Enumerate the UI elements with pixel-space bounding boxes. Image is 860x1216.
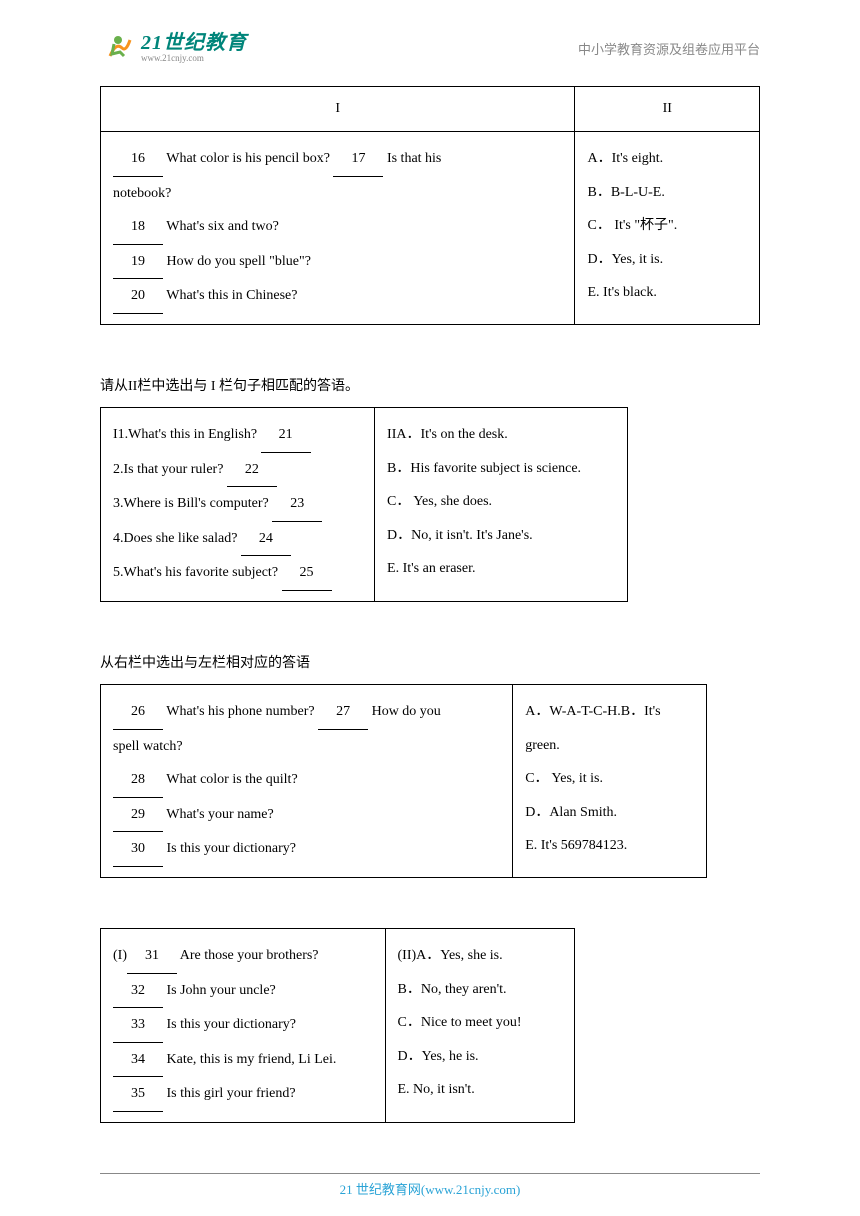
- table1-header-right: II: [575, 87, 760, 132]
- q21-pre: I1.What's this in English?: [113, 427, 261, 442]
- q34-text: Kate, this is my friend, Li Lei.: [163, 1052, 336, 1067]
- exercise-table-1: I II 16 What color is his pencil box? 17…: [100, 86, 760, 325]
- q20-text: What's this in Chinese?: [163, 288, 297, 303]
- table4-answers: (II)A．Yes, she is. B．No, they aren't. C．…: [385, 928, 575, 1122]
- blank-34[interactable]: 34: [113, 1043, 163, 1078]
- table1-header-left: I: [101, 87, 575, 132]
- blank-28[interactable]: 28: [113, 763, 163, 798]
- blank-22[interactable]: 22: [227, 453, 277, 488]
- t2-ans-a: IIA．It's on the desk.: [387, 427, 508, 442]
- q25-pre: 5.What's his favorite subject?: [113, 565, 282, 580]
- table4-questions: (I)31 Are those your brothers? 32 Is Joh…: [101, 928, 386, 1122]
- q23-pre: 3.Where is Bill's computer?: [113, 496, 272, 511]
- page-header: 21世纪教育 www.21cnjy.com 中小学教育资源及组卷应用平台: [0, 0, 860, 76]
- q19-text: How do you spell "blue"?: [163, 254, 311, 269]
- t1-ans-b: B．B-L-U-E.: [587, 185, 664, 200]
- blank-32[interactable]: 32: [113, 974, 163, 1009]
- logo-sub-text: www.21cnjy.com: [141, 54, 247, 64]
- q22-pre: 2.Is that your ruler?: [113, 462, 227, 477]
- blank-23[interactable]: 23: [272, 487, 322, 522]
- footer-divider: [100, 1173, 760, 1174]
- blank-35[interactable]: 35: [113, 1077, 163, 1112]
- t2-ans-c: C． Yes, she does.: [387, 494, 492, 509]
- t2-ans-e: E. It's an eraser.: [387, 561, 475, 576]
- blank-29[interactable]: 29: [113, 798, 163, 833]
- footer-text: 21 世纪教育网(www.21cnjy.com): [0, 1179, 860, 1198]
- exercise-table-3: 26 What's his phone number? 27 How do yo…: [100, 684, 707, 878]
- table1-answers: A．It's eight. B．B-L-U-E. C． It's "杯子". D…: [575, 132, 760, 325]
- t4-ans-d: D．Yes, he is.: [398, 1049, 479, 1064]
- t2-ans-d: D．No, it isn't. It's Jane's.: [387, 528, 533, 543]
- t1-ans-a: A．It's eight.: [587, 151, 663, 166]
- blank-17[interactable]: 17: [333, 142, 383, 177]
- exercise-table-4: (I)31 Are those your brothers? 32 Is Joh…: [100, 928, 575, 1123]
- table3-questions: 26 What's his phone number? 27 How do yo…: [101, 684, 513, 877]
- instruction-2: 请从II栏中选出与 I 栏句子相匹配的答语。: [100, 375, 760, 395]
- q35-text: Is this girl your friend?: [163, 1086, 296, 1101]
- q26-text: What's his phone number?: [163, 704, 318, 719]
- blank-33[interactable]: 33: [113, 1008, 163, 1043]
- table2-answers: IIA．It's on the desk. B．His favorite sub…: [375, 407, 628, 601]
- blank-26[interactable]: 26: [113, 695, 163, 730]
- blank-30[interactable]: 30: [113, 832, 163, 867]
- table1-questions: 16 What color is his pencil box? 17 Is t…: [101, 132, 575, 325]
- content-area: I II 16 What color is his pencil box? 17…: [0, 76, 860, 1123]
- blank-20[interactable]: 20: [113, 279, 163, 314]
- blank-18[interactable]: 18: [113, 210, 163, 245]
- t3-ans-a: A．W-A-T-C-H.B．It's: [525, 704, 660, 719]
- t4-ans-a: (II)A．Yes, she is.: [398, 948, 503, 963]
- t1-ans-e: E. It's black.: [587, 285, 656, 300]
- q28-text: What color is the quilt?: [163, 772, 298, 787]
- q31-prefix: (I): [113, 948, 127, 963]
- table2-questions: I1.What's this in English? 21 2.Is that …: [101, 407, 375, 601]
- blank-19[interactable]: 19: [113, 245, 163, 280]
- q27-text: How do you: [368, 704, 441, 719]
- q18-text: What's six and two?: [163, 219, 279, 234]
- logo-icon: [100, 30, 136, 66]
- logo-text: 21世纪教育 www.21cnjy.com: [141, 32, 247, 64]
- t4-ans-c: C．Nice to meet you!: [398, 1015, 522, 1030]
- logo-main-text: 21世纪教育: [141, 32, 247, 54]
- blank-16[interactable]: 16: [113, 142, 163, 177]
- t4-ans-e: E. No, it isn't.: [398, 1082, 475, 1097]
- q32-text: Is John your uncle?: [163, 983, 276, 998]
- q27b-text: spell watch?: [113, 739, 183, 754]
- t3-ans-c: C． Yes, it is.: [525, 771, 603, 786]
- q17b-text: notebook?: [113, 186, 171, 201]
- t2-ans-b: B．His favorite subject is science.: [387, 461, 581, 476]
- header-right-text: 中小学教育资源及组卷应用平台: [578, 39, 760, 58]
- t1-ans-d: D．Yes, it is.: [587, 252, 663, 267]
- exercise-table-2: I1.What's this in English? 21 2.Is that …: [100, 407, 628, 602]
- q17-text: Is that his: [383, 151, 441, 166]
- t1-ans-c: C． It's "杯子".: [587, 218, 677, 233]
- q24-pre: 4.Does she like salad?: [113, 531, 241, 546]
- q31-text: Are those your brothers?: [177, 948, 319, 963]
- q16-text: What color is his pencil box?: [163, 151, 333, 166]
- q33-text: Is this your dictionary?: [163, 1017, 296, 1032]
- blank-31[interactable]: 31: [127, 939, 177, 974]
- blank-21[interactable]: 21: [261, 418, 311, 453]
- instruction-3: 从右栏中选出与左栏相对应的答语: [100, 652, 760, 672]
- t3-ans-a2: green.: [525, 738, 560, 753]
- blank-24[interactable]: 24: [241, 522, 291, 557]
- t4-ans-b: B．No, they aren't.: [398, 982, 507, 997]
- blank-25[interactable]: 25: [282, 556, 332, 591]
- q29-text: What's your name?: [163, 807, 274, 822]
- t3-ans-d: D．Alan Smith.: [525, 805, 617, 820]
- logo-area: 21世纪教育 www.21cnjy.com: [100, 30, 247, 66]
- table3-answers: A．W-A-T-C-H.B．It's green. C． Yes, it is.…: [513, 684, 707, 877]
- t3-ans-e: E. It's 569784123.: [525, 838, 627, 853]
- q30-text: Is this your dictionary?: [163, 841, 296, 856]
- blank-27[interactable]: 27: [318, 695, 368, 730]
